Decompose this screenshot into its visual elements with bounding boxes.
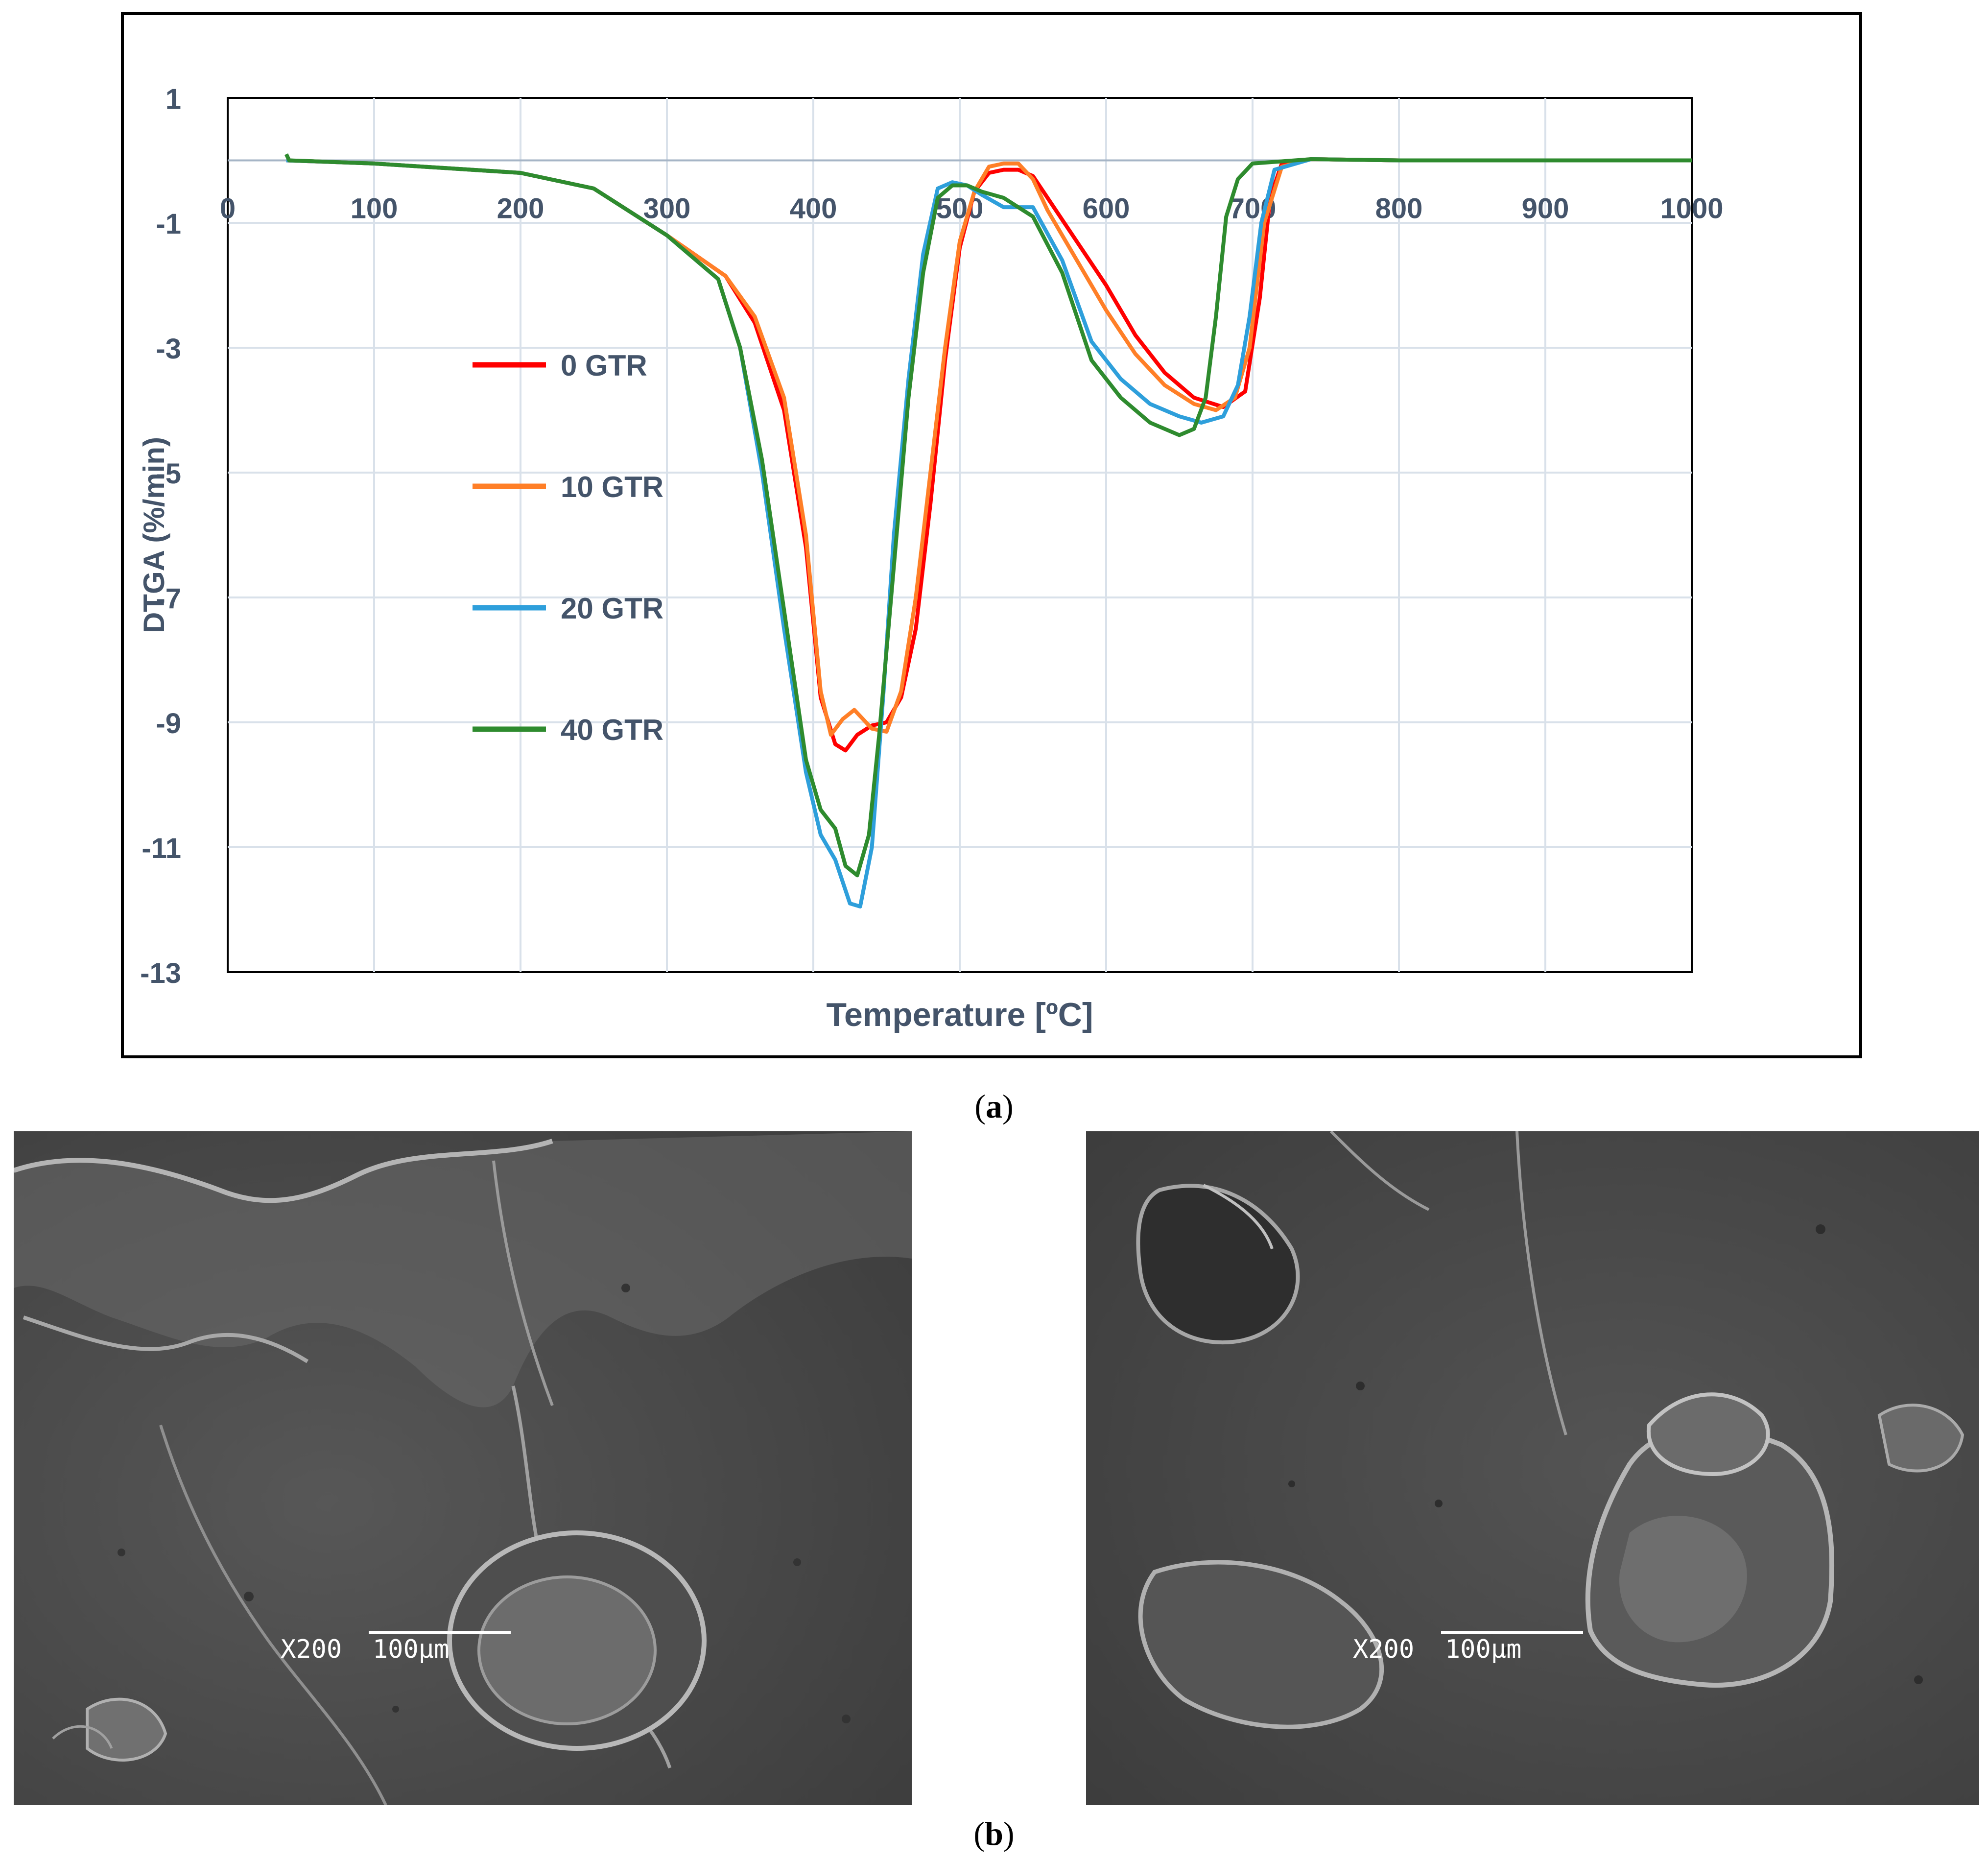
panel-b-label: (b): [973, 1815, 1015, 1852]
panel-a-label: (a): [974, 1088, 1014, 1125]
scale-label: X200 100μm: [281, 1635, 450, 1664]
sem-micrograph-right: X200 100μm: [1086, 1131, 1979, 1805]
y-tick-label: -11: [142, 833, 181, 864]
y-tick-label: -9: [156, 708, 181, 739]
legend-label: 0 GTR: [561, 349, 647, 382]
x-tick-label: 100: [351, 193, 398, 225]
y-tick-label: -13: [140, 957, 181, 989]
legend-label: 10 GTR: [561, 471, 663, 503]
sem-texture-left: [14, 1131, 912, 1805]
sem-micrograph-left: X200 100μm: [14, 1131, 912, 1805]
scale-bar: [1441, 1631, 1583, 1634]
y-tick-label: -7: [156, 583, 181, 615]
y-tick-label: -5: [156, 458, 181, 490]
series-line-40-gtr: [284, 153, 1692, 878]
sem-texture-right: [1086, 1131, 1979, 1805]
chart-legend: 0 GTR 10 GTR 20 GTR 40 GTR: [473, 349, 663, 746]
x-tick-label: 0: [220, 193, 236, 225]
series-line-10-gtr: [286, 157, 1692, 737]
x-tick-label: 800: [1375, 193, 1423, 225]
chart-frame: [121, 12, 1862, 1058]
x-tick-label: 500: [936, 193, 984, 225]
legend-label: 40 GTR: [561, 714, 663, 746]
scale-bar: [369, 1631, 511, 1634]
y-tick-label: 1: [166, 83, 181, 115]
scale-label: X200 100μm: [1353, 1635, 1522, 1664]
x-tick-label: 200: [497, 193, 544, 225]
x-tick-label: 900: [1522, 193, 1569, 225]
x-tick-label: 400: [790, 193, 837, 225]
x-tick-label: 300: [643, 193, 691, 225]
y-tick-label: -1: [156, 208, 181, 240]
y-tick-label: -3: [156, 333, 181, 365]
x-tick-label: 1000: [1660, 193, 1723, 225]
x-axis-title: Temperature [ºC]: [827, 996, 1093, 1033]
dtga-chart: 1-1-3-5-7-9-11-130 100 200 300 400 500 600 700 8…: [138, 83, 1724, 1033]
y-axis-title: DTGA (%/min): [138, 437, 170, 633]
x-tick-label: 600: [1083, 193, 1130, 225]
legend-label: 20 GTR: [561, 592, 663, 625]
